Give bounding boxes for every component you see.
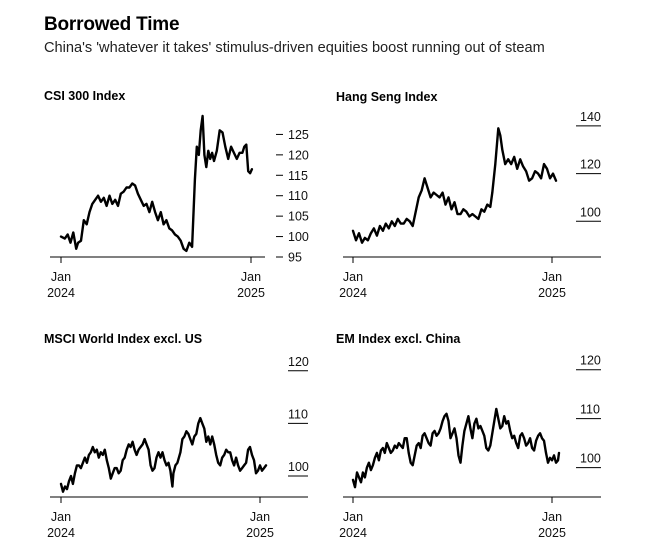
y-tick-label: 100: [580, 452, 601, 466]
line-series-em-ex-china: [351, 407, 561, 489]
line-series-hang-seng: [351, 127, 558, 244]
x-tick-label-month: Jan: [51, 270, 71, 284]
x-tick-label-year: 2025: [237, 286, 265, 300]
x-tick-label-month: Jan: [51, 510, 71, 524]
x-tick-label-year: 2024: [339, 526, 367, 540]
y-tick-label: 110: [288, 407, 308, 421]
y-tick-label: 120: [288, 355, 309, 369]
x-tick-label-month: Jan: [343, 510, 363, 524]
y-tick-label: 120: [580, 158, 601, 172]
x-tick-label-year: 2024: [47, 286, 75, 300]
x-tick-label-year: 2025: [538, 286, 566, 300]
y-tick-label: 120: [288, 148, 309, 162]
y-tick-label: 105: [288, 210, 309, 224]
y-tick-label: 100: [580, 205, 601, 219]
x-tick-label-month: Jan: [343, 270, 363, 284]
panel-title-msci-world-ex-us: MSCI World Index excl. US: [44, 332, 202, 346]
y-tick-label: 125: [288, 128, 309, 142]
y-tick-label: 115: [288, 169, 308, 183]
panel-msci-world-ex-us: MSCI World Index excl. US 100 110 120 Jan 20…: [44, 332, 309, 540]
y-tick-label: 110: [580, 403, 600, 417]
y-tick-label: 100: [288, 230, 309, 244]
panel-em-ex-china: EM Index excl. China 100 110 120 Jan 2024 Jan…: [336, 332, 601, 540]
line-series-msci-world-ex-us: [59, 416, 268, 493]
line-series-csi300: [59, 114, 254, 253]
x-tick-label-month: Jan: [542, 270, 562, 284]
x-tick-label-month: Jan: [241, 270, 261, 284]
x-tick-label-year: 2024: [339, 286, 367, 300]
panel-csi300: CSI 300 Index 95 100 105 110 115 120 125 Jan 202…: [44, 89, 309, 300]
panel-title-csi300: CSI 300 Index: [44, 89, 125, 103]
chart-title: Borrowed Time: [44, 14, 180, 35]
panel-hang-seng: Hang Seng Index 100 120 140 Jan 2024 Jan 2025: [336, 90, 601, 300]
x-tick-label-year: 2025: [246, 526, 274, 540]
x-tick-label-month: Jan: [250, 510, 270, 524]
chart-subtitle: China's 'whatever it takes' stimulus-dri…: [44, 40, 545, 56]
y-tick-label: 140: [580, 110, 601, 124]
y-tick-label: 120: [580, 354, 601, 368]
panel-title-em-ex-china: EM Index excl. China: [336, 332, 461, 346]
panel-title-hang-seng: Hang Seng Index: [336, 90, 437, 104]
y-tick-label: 100: [288, 460, 309, 474]
x-tick-label-month: Jan: [542, 510, 562, 524]
x-tick-label-year: 2025: [538, 526, 566, 540]
y-tick-label: 110: [288, 189, 308, 203]
x-tick-label-year: 2024: [47, 526, 75, 540]
y-tick-label: 95: [288, 251, 302, 265]
